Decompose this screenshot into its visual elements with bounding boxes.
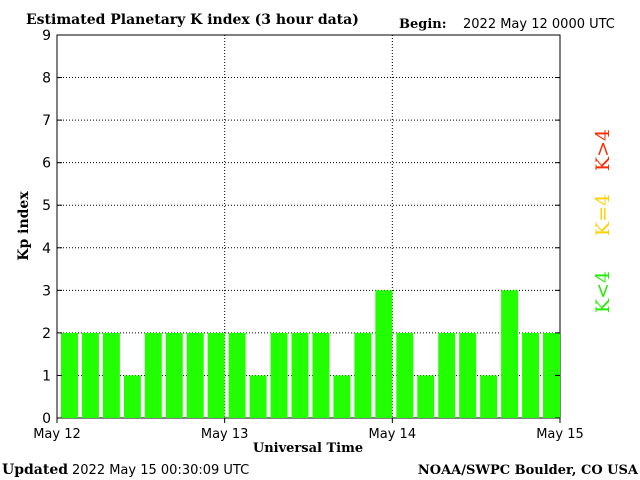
bars — [61, 290, 560, 418]
y-tick-label: 5 — [42, 198, 51, 214]
y-tick-label: 9 — [42, 28, 51, 44]
kp-bar — [249, 375, 267, 418]
y-tick-label: 7 — [42, 113, 51, 129]
kp-bar — [165, 332, 183, 418]
legend-high: K>4 — [592, 129, 614, 171]
legend-low: K<4 — [592, 271, 614, 313]
kp-bar — [228, 332, 246, 418]
y-tick-label: 2 — [42, 326, 51, 342]
x-axis-label: Universal Time — [253, 441, 363, 456]
kp-bar — [186, 332, 204, 418]
y-axis-label: Kp index — [16, 191, 32, 261]
kp-bar — [459, 332, 477, 418]
chart-title: Estimated Planetary K index (3 hour data… — [26, 12, 359, 28]
kp-bar — [207, 332, 225, 418]
kp-bar — [102, 332, 120, 418]
x-tick-label: May 15 — [536, 427, 584, 442]
kp-bar — [333, 375, 351, 418]
kp-bar — [291, 332, 309, 418]
y-tick-label: 3 — [42, 283, 51, 299]
updated-label: Updated — [2, 462, 68, 478]
updated-value: 2022 May 15 00:30:09 UTC — [72, 463, 249, 478]
kp-bar — [543, 332, 560, 418]
y-tick-label: 4 — [42, 241, 51, 257]
x-tick-label: May 14 — [369, 427, 417, 442]
begin-label: Begin: — [399, 17, 447, 32]
x-tick-label: May 12 — [33, 427, 81, 442]
x-tick-label: May 13 — [201, 427, 249, 442]
kp-bar — [61, 332, 78, 418]
kp-bar — [480, 375, 498, 418]
y-tick-label: 1 — [42, 368, 51, 384]
y-axis: 0 1 2 3 4 5 6 7 8 9 — [42, 28, 560, 427]
kp-bar — [375, 290, 393, 418]
y-tick-label: 8 — [42, 71, 51, 87]
kp-bar — [501, 290, 519, 418]
credit-text: NOAA/SWPC Boulder, CO USA — [418, 463, 639, 478]
kp-bar — [81, 332, 99, 418]
kp-bar — [396, 332, 414, 418]
kp-bar — [123, 375, 141, 418]
y-tick-label: 6 — [42, 156, 51, 172]
y-tick-label: 0 — [42, 411, 51, 427]
kp-bar — [270, 332, 288, 418]
kp-bar — [417, 375, 435, 418]
grid-lines — [57, 35, 560, 418]
kp-bar — [522, 332, 540, 418]
kp-bar — [312, 332, 330, 418]
begin-value: 2022 May 12 0000 UTC — [463, 17, 615, 32]
legend-equal: K=4 — [592, 194, 614, 236]
kp-bar — [144, 332, 162, 418]
kp-bar — [438, 332, 456, 418]
kp-bar — [354, 332, 372, 418]
x-axis: May 12 May 13 May 14 May 15 — [33, 418, 584, 442]
